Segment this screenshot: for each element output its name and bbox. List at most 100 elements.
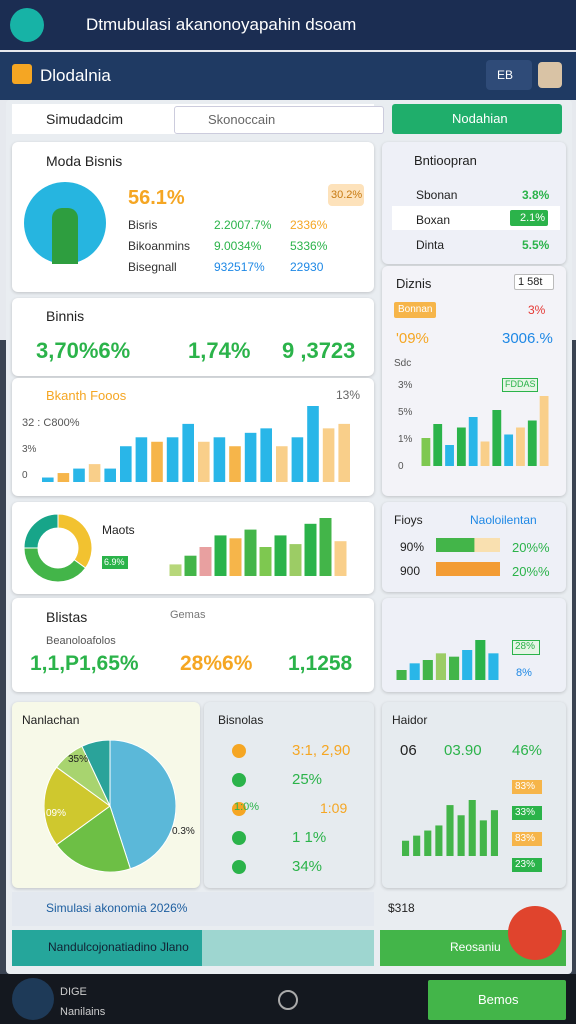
bar <box>421 438 431 466</box>
pill <box>512 806 542 820</box>
app-icon <box>12 64 32 84</box>
pill <box>512 780 542 794</box>
row-value: 34% <box>292 858 323 875</box>
bar <box>435 653 446 680</box>
bar <box>468 417 478 466</box>
card-title: Bntioopran <box>414 153 477 168</box>
card-title: Moda Bisnis <box>46 153 123 169</box>
bar <box>104 468 116 482</box>
home-button[interactable] <box>278 990 298 1010</box>
progress-bar <box>436 538 500 552</box>
pill <box>512 858 542 872</box>
slice <box>24 547 87 582</box>
row-icon <box>232 744 246 758</box>
bar <box>289 544 302 576</box>
bar <box>166 437 179 482</box>
tick-label: 3% <box>22 444 37 455</box>
fab[interactable] <box>508 906 562 960</box>
slice-label: 09% <box>46 808 67 819</box>
slice <box>24 514 59 549</box>
slice <box>81 740 111 807</box>
bar <box>244 432 257 482</box>
bar <box>539 396 549 466</box>
bar <box>468 800 476 856</box>
bar <box>424 830 432 856</box>
row-label: Dinta <box>416 238 445 252</box>
bar <box>42 477 54 482</box>
pill-label: 23% <box>515 859 536 870</box>
caption-strip <box>12 892 374 926</box>
avatar-body <box>52 208 78 264</box>
donut <box>24 514 92 582</box>
row-cell: 932517% <box>214 260 265 274</box>
bar-chart <box>169 518 347 576</box>
bar <box>169 564 182 576</box>
link[interactable]: Naoloilentan <box>470 513 537 527</box>
card-title: Blistas <box>46 609 88 625</box>
bar <box>475 640 486 680</box>
row-value: 20%% <box>512 540 550 555</box>
badge-label: 1 58t <box>518 276 543 288</box>
row-icon <box>232 831 246 845</box>
bar <box>409 663 420 680</box>
metric: 03.90 <box>444 742 482 759</box>
slice-label: 35% <box>68 754 89 765</box>
button-label[interactable]: Reosaniu <box>450 940 501 954</box>
bar <box>480 441 490 466</box>
search-text[interactable]: Skonoccain <box>208 112 276 127</box>
row-cell: 2336% <box>290 218 328 232</box>
card-title: Fioys <box>394 513 423 527</box>
bar <box>435 825 443 856</box>
bar-chart <box>42 406 350 482</box>
row-cell: 9.0034% <box>214 239 262 253</box>
button-label[interactable]: Bemos <box>478 992 519 1007</box>
metric: 3,70%6% <box>36 338 131 363</box>
primary-button[interactable] <box>392 104 562 134</box>
metric: 3006.% <box>502 330 553 347</box>
list-card <box>204 702 374 888</box>
badge: 13% <box>336 388 361 402</box>
back-button[interactable] <box>10 8 44 42</box>
row-label: Sbonan <box>416 188 458 202</box>
menu-pill[interactable] <box>486 60 532 90</box>
nav-icon[interactable] <box>12 978 54 1020</box>
bar <box>198 441 210 482</box>
pie <box>44 740 176 872</box>
row-value: 20%% <box>512 564 550 579</box>
row-value: 3% <box>528 303 546 317</box>
bar <box>433 424 443 466</box>
pill <box>512 640 540 655</box>
row-value: 25% <box>292 771 323 788</box>
filter[interactable]: Gemas <box>170 609 206 621</box>
caption: Sdc <box>394 358 412 369</box>
row-cell: Bisris <box>128 218 158 232</box>
row-icon <box>232 773 246 787</box>
tick-label: 1% <box>398 434 413 445</box>
row-label: 900 <box>400 564 421 578</box>
bar <box>422 660 433 680</box>
bar <box>276 446 288 482</box>
row-label: 1:0% <box>234 801 260 813</box>
bar <box>151 441 163 482</box>
bar <box>456 427 466 466</box>
bar <box>488 653 499 680</box>
badge-label: 30.2% <box>331 189 363 201</box>
bar <box>304 523 317 576</box>
headline: 56.1% <box>128 187 185 209</box>
button-label[interactable]: Nodahian <box>452 111 508 126</box>
row-label: 90% <box>400 540 425 554</box>
pill-label: FDDAS <box>505 379 536 389</box>
nav-button[interactable] <box>428 980 566 1020</box>
row-label: Boxan <box>416 213 451 227</box>
bar <box>229 446 241 482</box>
row-value: 2.1% <box>520 212 546 224</box>
bar <box>88 464 101 482</box>
pill-label: 8% <box>516 667 532 679</box>
pill-label: 6.9% <box>104 557 125 567</box>
bar <box>244 529 257 576</box>
nav-label: DIGE <box>60 986 87 998</box>
search-box[interactable] <box>174 106 384 134</box>
top-bar <box>0 0 576 50</box>
tick-label: 0 <box>398 461 404 472</box>
pill <box>102 556 128 569</box>
